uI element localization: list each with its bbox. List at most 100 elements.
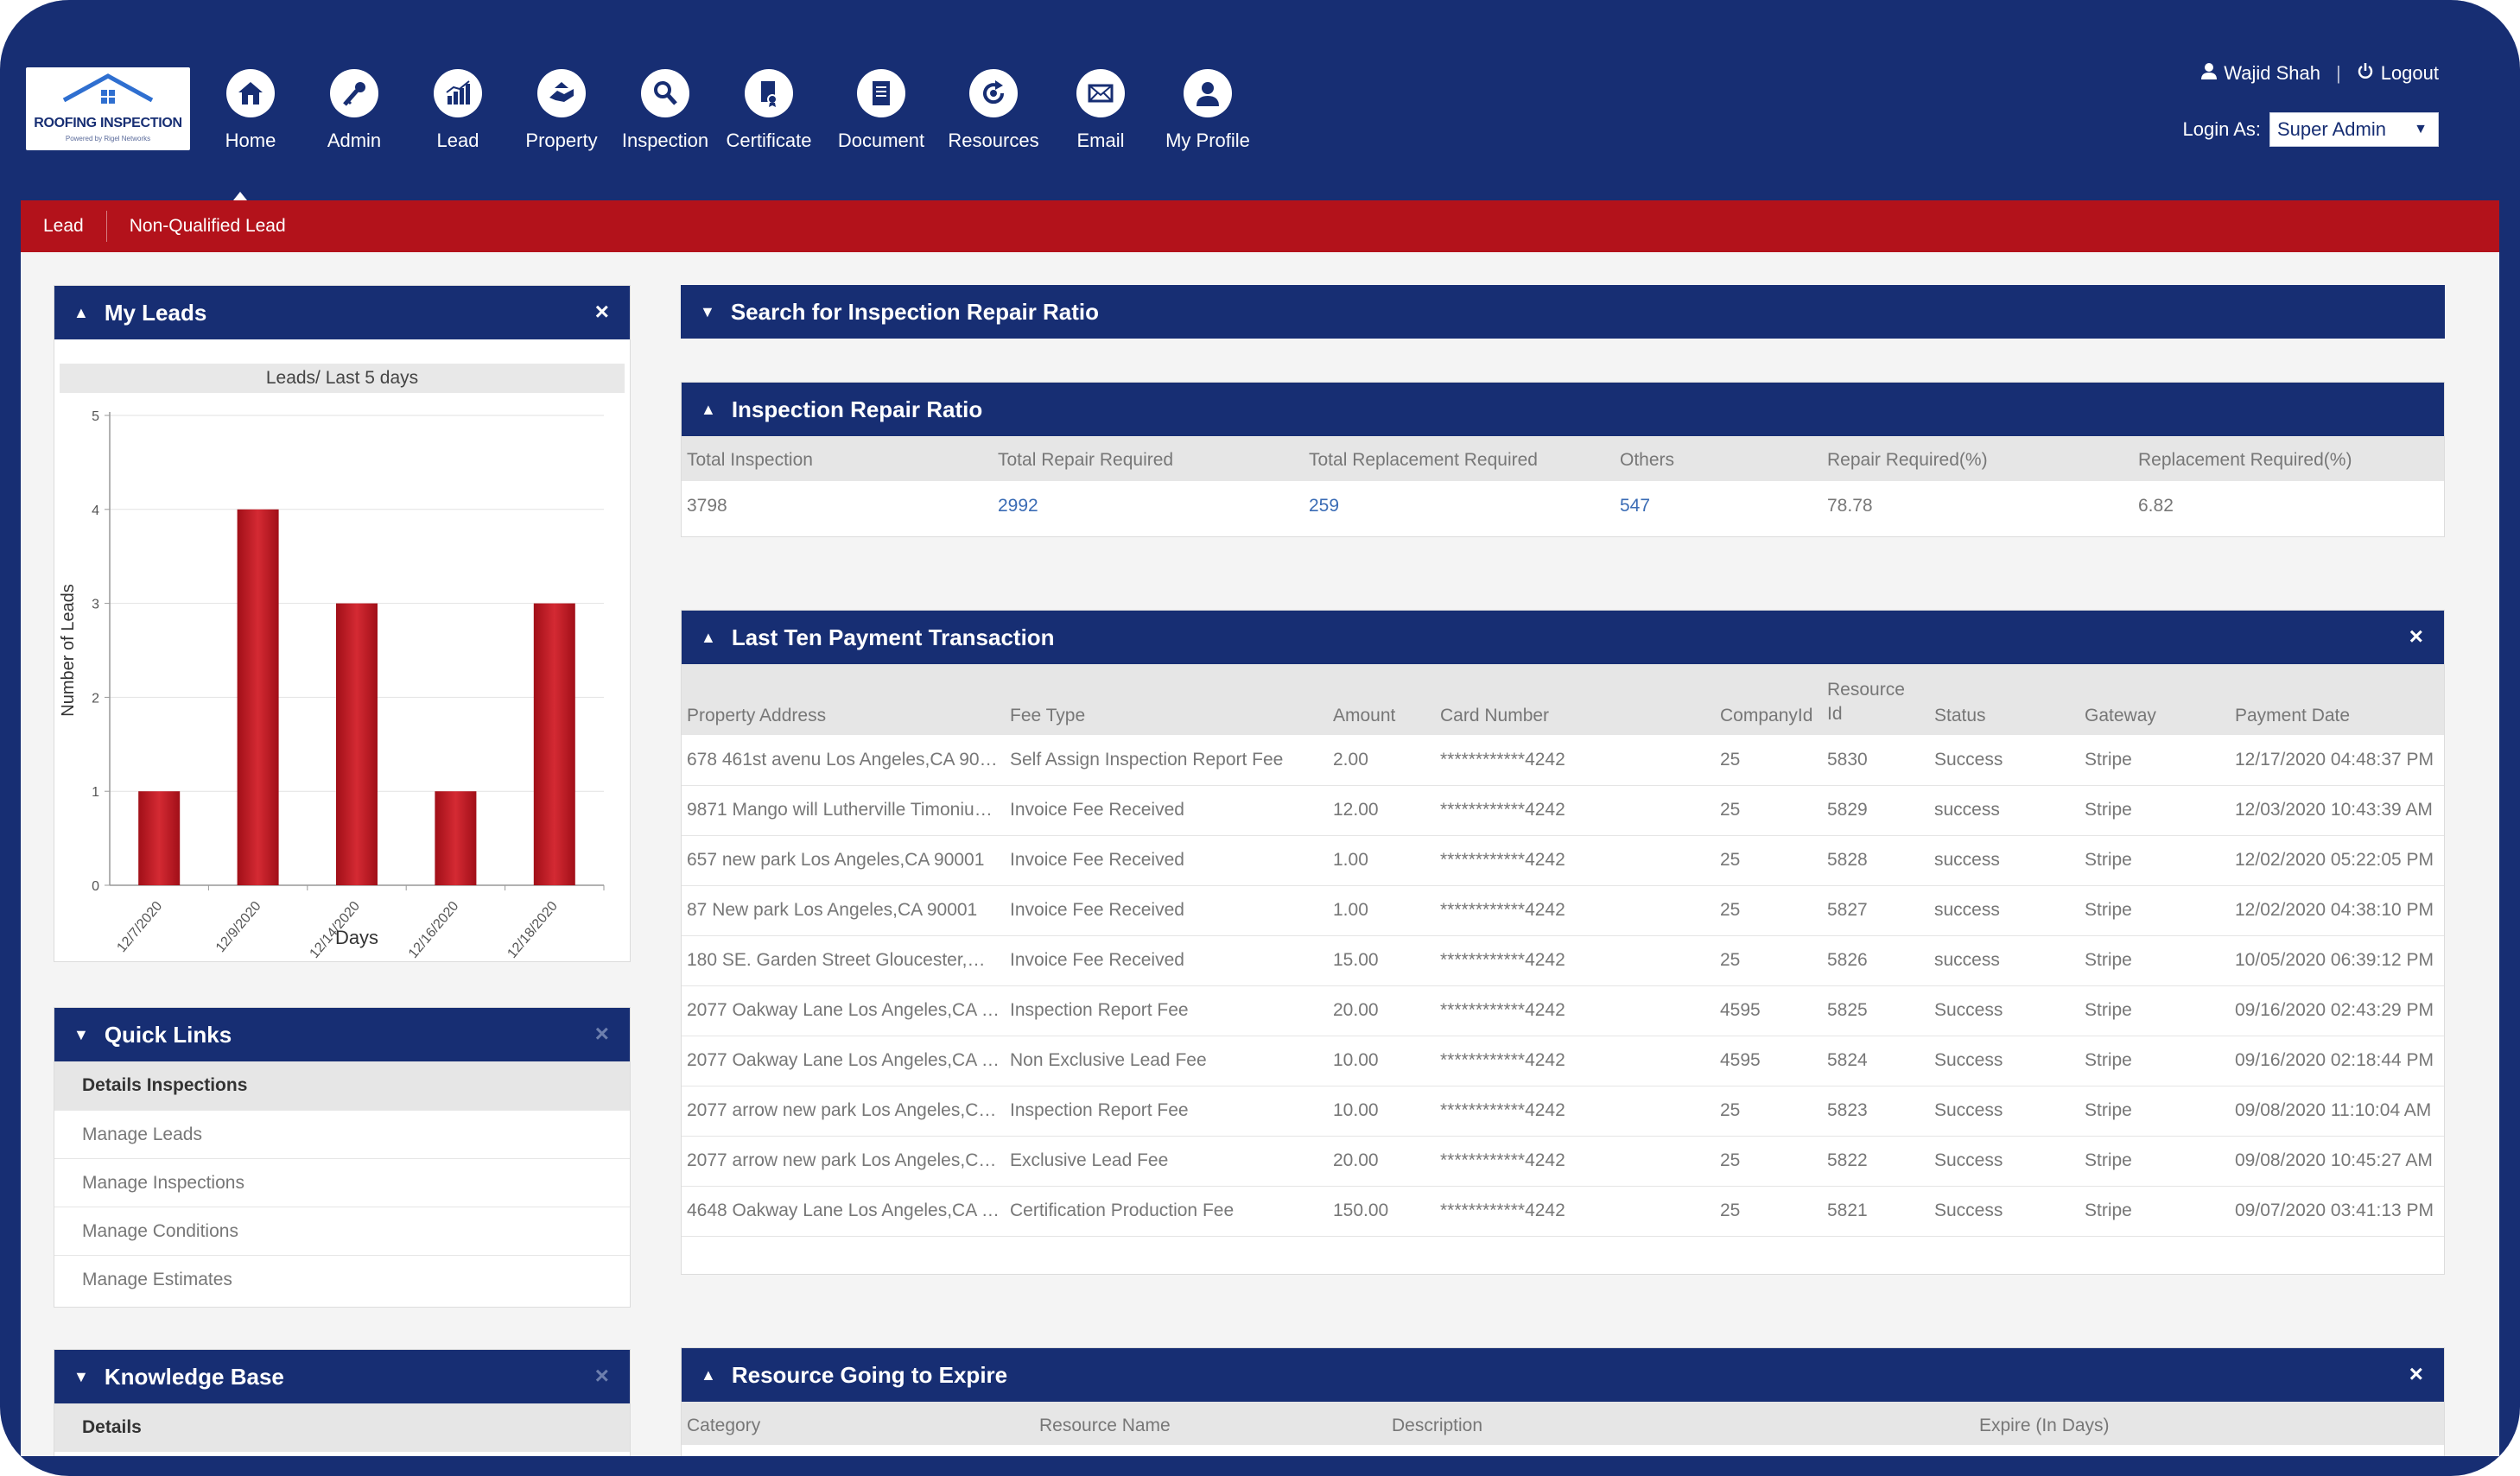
- nav-certificate[interactable]: Certificate: [717, 69, 821, 152]
- logout-link[interactable]: Logout: [2380, 62, 2439, 84]
- table-row[interactable]: 2077 Oakway Lane Los Angeles,CA 900... No…: [682, 1036, 2444, 1086]
- nav-label: Inspection: [621, 130, 709, 151]
- close-icon[interactable]: ×: [594, 298, 609, 325]
- table-row[interactable]: 87 New park Los Angeles,CA 90001 Invoice …: [682, 885, 2444, 936]
- status-cell: Success: [1929, 1086, 2079, 1137]
- expand-triangle-icon[interactable]: ▼: [700, 302, 715, 320]
- fee-type-cell: Certification Production Fee: [1005, 1186, 1328, 1237]
- amount-cell: 150.00: [1328, 1186, 1435, 1237]
- status-cell: success: [1929, 885, 2079, 936]
- close-icon[interactable]: ×: [2409, 1360, 2423, 1387]
- column-header: Repair Required(%): [1822, 436, 2133, 481]
- status-cell: Success: [1929, 1136, 2079, 1187]
- table-row[interactable]: 657 new park Los Angeles,CA 90001 Invoice…: [682, 835, 2444, 886]
- nav-label: Home: [225, 130, 276, 151]
- gateway-cell: Stripe: [2079, 1186, 2230, 1237]
- company-id-cell: 25: [1715, 735, 1822, 786]
- gateway-cell: Stripe: [2079, 985, 2230, 1036]
- logo-subtitle: Powered by Rigel Networks: [65, 135, 151, 143]
- collapse-triangle-icon[interactable]: ▲: [73, 303, 89, 321]
- gateway-cell: Stripe: [2079, 1086, 2230, 1137]
- table-row[interactable]: 2077 Oakway Lane Los Angeles,CA 900... In…: [682, 985, 2444, 1036]
- close-icon[interactable]: ×: [2409, 623, 2423, 649]
- property-address-cell: 2077 Oakway Lane Los Angeles,CA 900...: [682, 1036, 1005, 1086]
- caret-down-icon: ▼: [2414, 122, 2428, 136]
- collapse-triangle-icon[interactable]: ▲: [701, 400, 716, 418]
- quick-link-manage-estimates[interactable]: Manage Estimates: [54, 1255, 630, 1303]
- bar: [336, 603, 378, 885]
- quick-link-manage-conditions[interactable]: Manage Conditions: [54, 1207, 630, 1255]
- nav-admin[interactable]: Admin: [302, 69, 406, 152]
- close-icon[interactable]: ×: [594, 1362, 609, 1389]
- table-row[interactable]: 9871 Mango will Lutherville Timonium,...…: [682, 785, 2444, 836]
- card-number-cell: ************4242: [1435, 735, 1715, 786]
- panel-header[interactable]: ▼ Search for Inspection Repair Ratio: [681, 285, 2445, 339]
- nav-my-profile[interactable]: My Profile: [1156, 69, 1260, 152]
- nav-email[interactable]: Email: [1049, 69, 1152, 152]
- nav-lead[interactable]: Lead: [406, 69, 510, 152]
- gateway-cell: Stripe: [2079, 935, 2230, 986]
- quick-link-manage-inspections[interactable]: Manage Inspections: [54, 1158, 630, 1207]
- collapse-triangle-icon[interactable]: ▲: [701, 628, 716, 646]
- bar: [435, 791, 477, 885]
- others-link[interactable]: 547: [1620, 496, 1651, 516]
- amount-cell: 1.00: [1328, 885, 1435, 936]
- nav-home[interactable]: Home: [199, 69, 302, 152]
- total-replacement-link[interactable]: 259: [1309, 496, 1340, 516]
- knowledge-base-details[interactable]: Details: [54, 1403, 630, 1452]
- expand-triangle-icon[interactable]: ▼: [73, 1367, 89, 1385]
- subnav-lead[interactable]: Lead: [43, 216, 84, 236]
- repair-percent-value: 78.78: [1827, 496, 1873, 516]
- user-name[interactable]: Wajid Shah: [2224, 62, 2320, 84]
- nav-resources[interactable]: Resources: [942, 69, 1045, 152]
- close-icon[interactable]: ×: [594, 1020, 609, 1047]
- home-icon: [226, 69, 275, 117]
- expand-triangle-icon[interactable]: ▼: [73, 1025, 89, 1043]
- payment-date-cell: 09/16/2020 02:43:29 PM: [2230, 985, 2444, 1036]
- logo[interactable]: ROOFING INSPECTION Powered by Rigel Netw…: [26, 67, 190, 150]
- quick-link-manage-leads[interactable]: Manage Leads: [54, 1110, 630, 1158]
- amount-cell: 20.00: [1328, 1136, 1435, 1187]
- quick-link-details-inspections[interactable]: Details Inspections: [54, 1061, 630, 1110]
- property-address-cell: 2077 arrow new park Los Angeles,CA 9...: [682, 1136, 1005, 1187]
- company-id-cell: 4595: [1715, 985, 1822, 1036]
- table-row[interactable]: 2077 arrow new park Los Angeles,CA 9... I…: [682, 1086, 2444, 1137]
- resource-id-cell: 5826: [1822, 935, 1929, 986]
- table-row[interactable]: 2077 arrow new park Los Angeles,CA 9... E…: [682, 1136, 2444, 1187]
- resource-id-cell: 5829: [1822, 785, 1929, 836]
- nav-inspection[interactable]: Inspection: [613, 69, 717, 152]
- resource-expire-panel: ▲ Resource Going to Expire × Category Re…: [681, 1347, 2445, 1456]
- collapse-triangle-icon[interactable]: ▲: [701, 1365, 716, 1384]
- nav-document[interactable]: Document: [829, 69, 933, 152]
- y-axis-label: Number of Leads: [59, 584, 78, 716]
- table-row[interactable]: 678 461st avenu Los Angeles,CA 90001 Self…: [682, 735, 2444, 786]
- login-as-select[interactable]: Super Admin ▼: [2269, 112, 2439, 147]
- gateway-cell: Stripe: [2079, 785, 2230, 836]
- total-repair-link[interactable]: 2992: [998, 496, 1038, 516]
- table-row[interactable]: 4648 Oakway Lane Los Angeles,CA 900... Ce…: [682, 1186, 2444, 1237]
- gateway-cell: Stripe: [2079, 1136, 2230, 1187]
- amount-cell: 12.00: [1328, 785, 1435, 836]
- fee-type-cell: Inspection Report Fee: [1005, 1086, 1328, 1137]
- power-icon[interactable]: [2357, 62, 2374, 85]
- y-tick-label: 1: [92, 785, 99, 800]
- resources-table: Category Resource Name Description Expir…: [682, 1402, 2444, 1445]
- nav-label: My Profile: [1165, 130, 1250, 151]
- y-tick-label: 4: [92, 504, 99, 518]
- gateway-cell: Stripe: [2079, 735, 2230, 786]
- nav-property[interactable]: Property: [510, 69, 613, 152]
- table-row[interactable]: 180 SE. Garden Street Gloucester,MA 0...…: [682, 935, 2444, 986]
- y-tick-label: 0: [92, 879, 99, 894]
- amount-cell: 20.00: [1328, 985, 1435, 1036]
- panel-header: ▲ Last Ten Payment Transaction ×: [682, 611, 2444, 664]
- subnav-non-qualified-lead[interactable]: Non-Qualified Lead: [105, 211, 308, 242]
- payment-date-cell: 09/08/2020 11:10:04 AM: [2230, 1086, 2444, 1137]
- panel-title: Knowledge Base: [104, 1363, 284, 1390]
- company-id-cell: 25: [1715, 785, 1822, 836]
- magnifier-icon: [641, 69, 689, 117]
- nav-label: Resources: [948, 130, 1039, 151]
- divider: |: [2335, 62, 2341, 84]
- company-id-cell: 25: [1715, 1186, 1822, 1237]
- column-header: Resource Id: [1822, 664, 1929, 735]
- card-number-cell: ************4242: [1435, 885, 1715, 936]
